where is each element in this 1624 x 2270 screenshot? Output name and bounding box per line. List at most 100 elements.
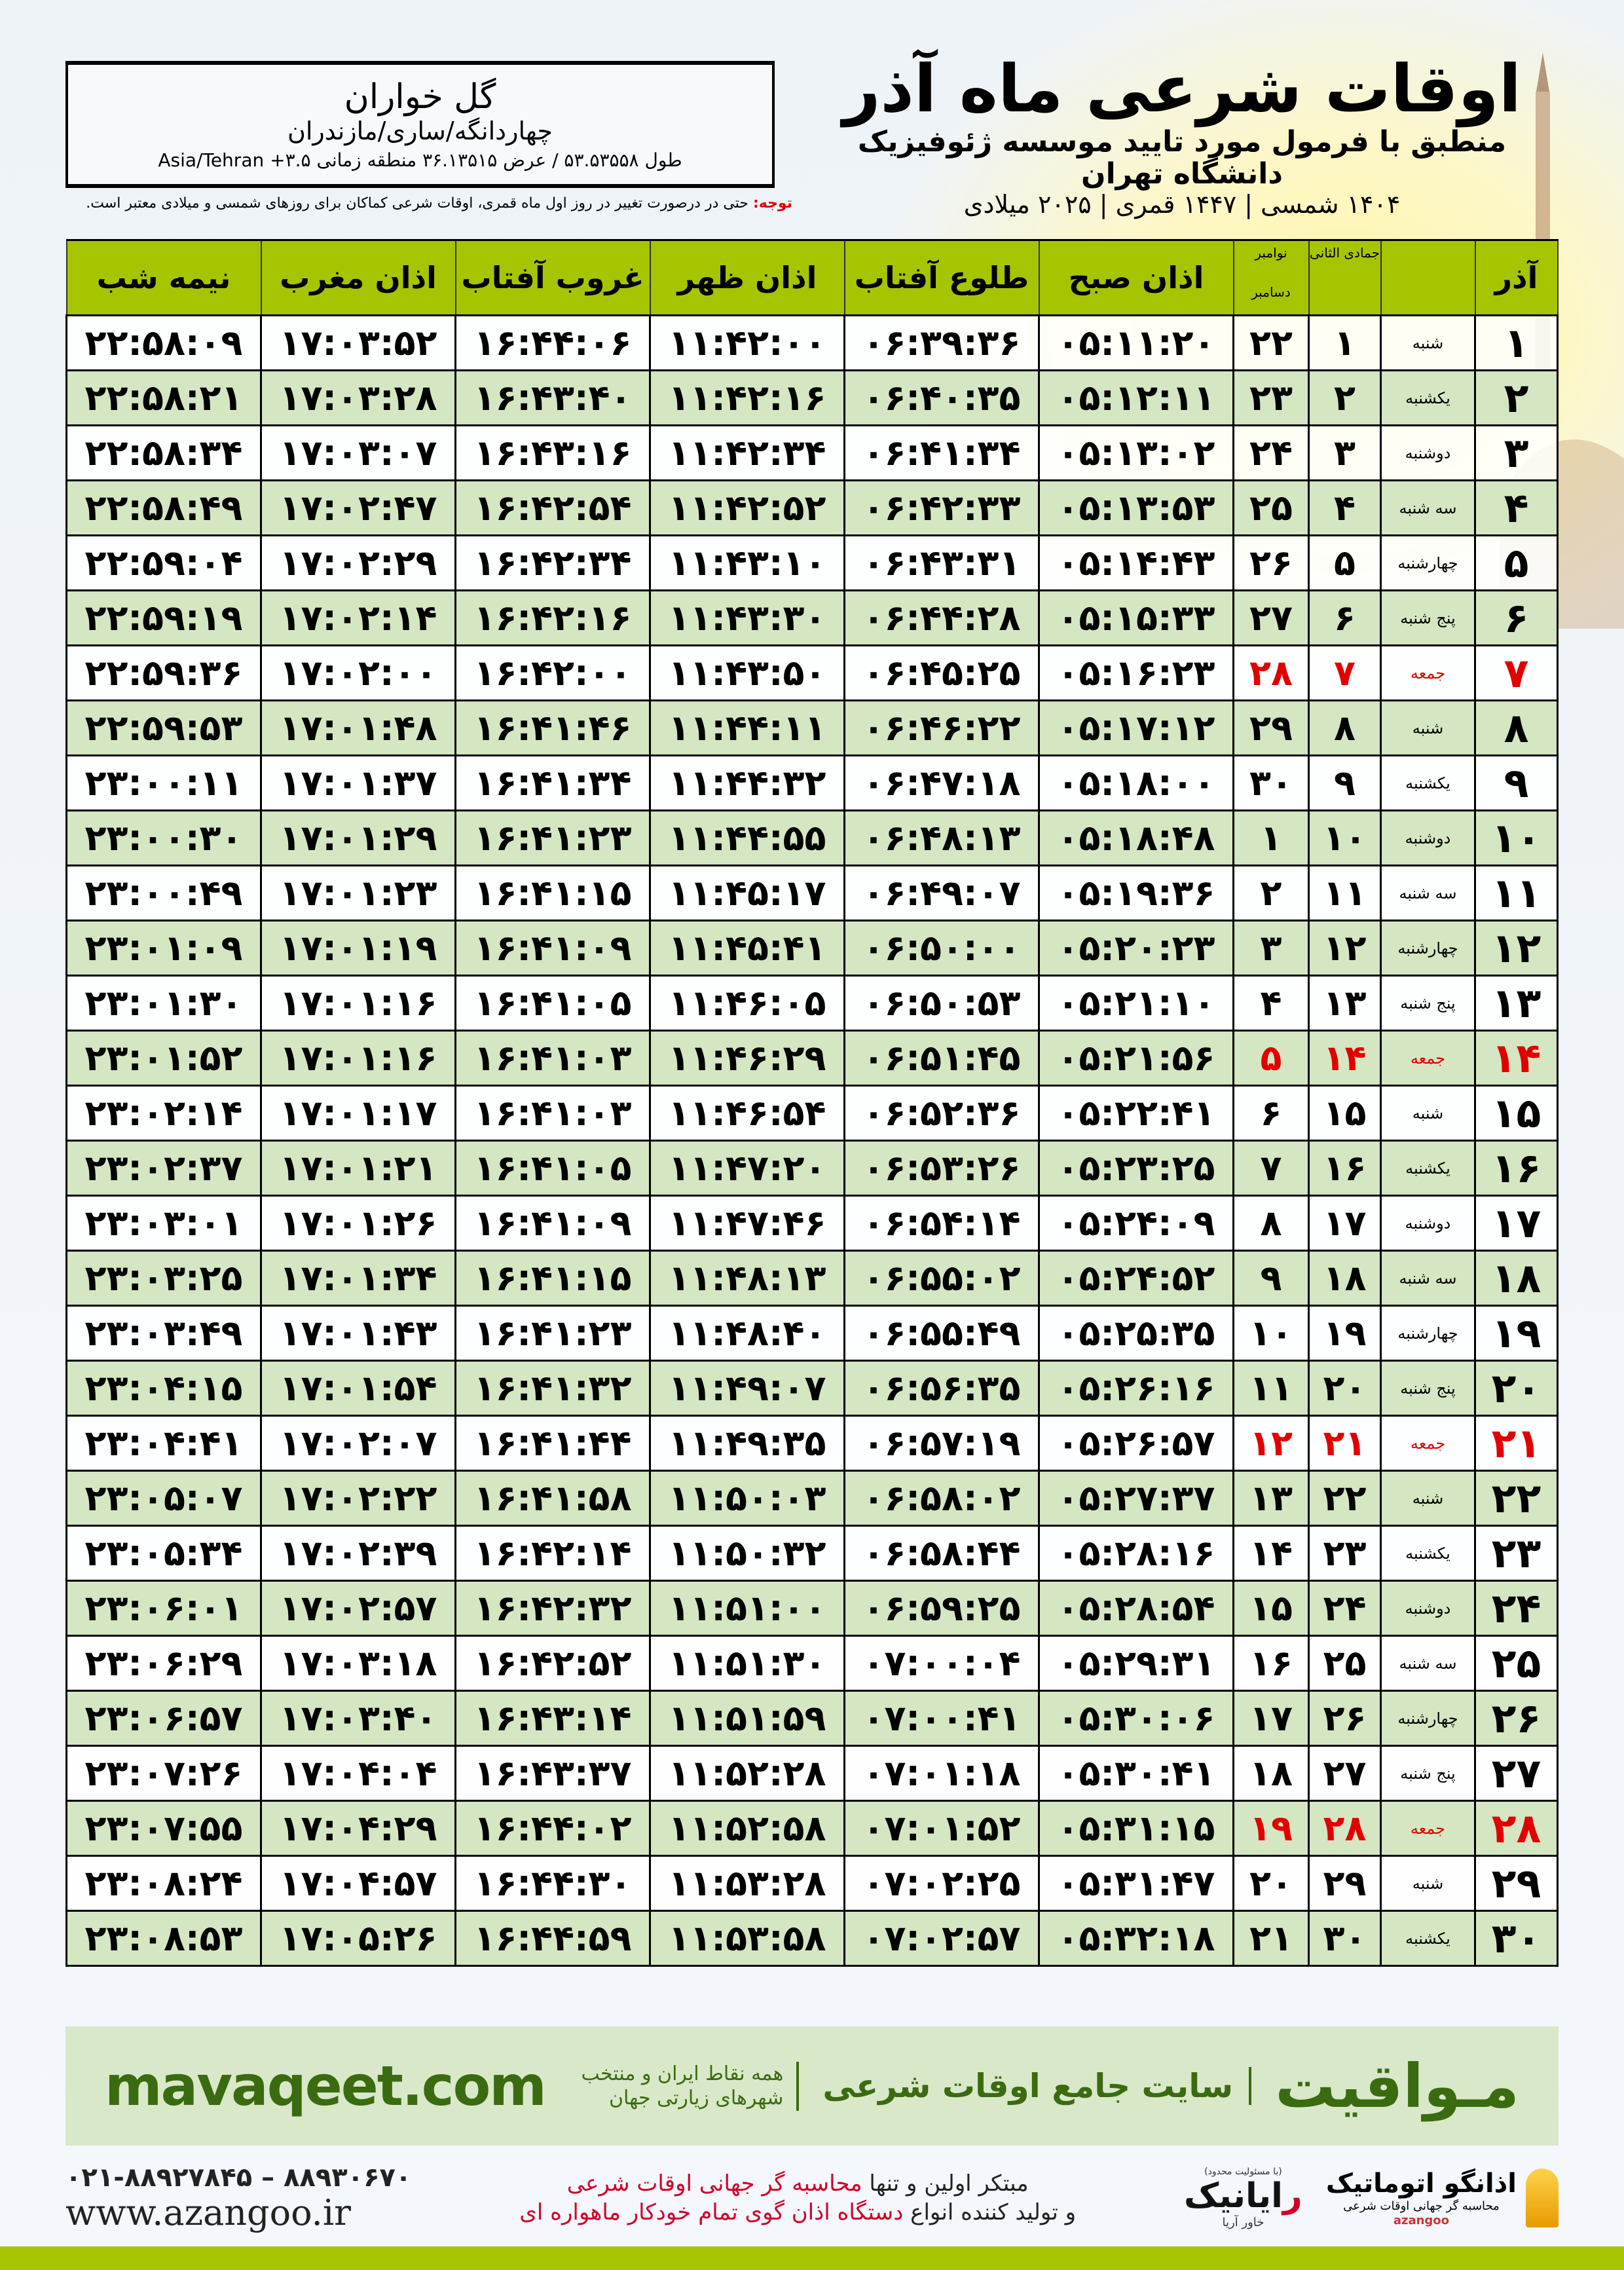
maghrib-time: ۱۷:۰۱:۵۴ <box>260 1360 456 1417</box>
hijri-day: ۳۰ <box>1308 1910 1382 1967</box>
day-number: ۲۲ <box>1474 1470 1559 1527</box>
dhuhr-time: ۱۱:۴۲:۵۲ <box>649 479 845 536</box>
banner-url[interactable]: mavaqeet.com <box>105 2054 547 2118</box>
maghrib-time: ۱۷:۰۲:۴۷ <box>260 479 456 536</box>
weekday: پنج شنبه <box>1380 1745 1476 1802</box>
banner-site-desc: سایت جامع اوقات شرعی <box>822 2067 1252 2105</box>
maghrib-time: ۱۷:۰۱:۳۷ <box>260 754 456 811</box>
sunrise-time: ۰۶:۴۳:۳۱ <box>843 534 1040 591</box>
gregorian-day: ۱۳ <box>1232 1470 1310 1527</box>
midnight-time: ۲۳:۰۰:۳۰ <box>65 809 262 866</box>
sunrise-time: ۰۶:۴۰:۳۵ <box>843 369 1040 426</box>
weekday: سه شنبه <box>1380 865 1476 921</box>
midnight-time: ۲۲:۵۹:۵۳ <box>65 699 262 756</box>
dhuhr-time: ۱۱:۵۰:۳۲ <box>649 1525 845 1582</box>
rayanik-name: رایانیک <box>1184 2176 1302 2216</box>
fajr-time: ۰۵:۲۰:۲۳ <box>1038 920 1234 977</box>
sunset-time: ۱۶:۴۴:۰۲ <box>454 1800 651 1857</box>
weekday: شنبه <box>1380 1085 1476 1142</box>
sunrise-time: ۰۶:۵۶:۳۵ <box>843 1360 1040 1417</box>
header-hijri: جمادی الثانی <box>1308 239 1382 316</box>
sunset-time: ۱۶:۴۱:۵۸ <box>454 1470 651 1527</box>
weekday: چهارشنبه <box>1380 1305 1476 1362</box>
fajr-time: ۰۵:۳۲:۱۸ <box>1038 1910 1234 1967</box>
sunset-time: ۱۶:۴۱:۰۳ <box>454 1085 651 1142</box>
day-number: ۱۲ <box>1474 920 1559 977</box>
fajr-time: ۰۵:۱۹:۳۶ <box>1038 865 1234 921</box>
day-number: ۲۵ <box>1474 1635 1559 1692</box>
sunset-time: ۱۶:۴۱:۰۹ <box>454 920 651 977</box>
dhuhr-time: ۱۱:۴۸:۴۰ <box>649 1305 845 1362</box>
sunrise-time: ۰۷:۰۰:۴۱ <box>843 1690 1040 1747</box>
hijri-day: ۱۶ <box>1308 1140 1382 1197</box>
fajr-time: ۰۵:۲۹:۳۱ <box>1038 1635 1234 1692</box>
weekday: سه شنبه <box>1380 1250 1476 1307</box>
maghrib-time: ۱۷:۰۴:۰۴ <box>260 1745 456 1802</box>
gregorian-day: ۲۸ <box>1232 644 1310 701</box>
gregorian-day: ۲۶ <box>1232 534 1310 591</box>
midnight-time: ۲۳:۰۶:۰۱ <box>65 1580 262 1637</box>
gregorian-day: ۱۰ <box>1232 1305 1310 1362</box>
table-row: ۱۸ سه شنبه ۱۸ ۹ ۰۵:۲۴:۵۲ ۰۶:۵۵:۰۲ ۱۱:۴۸:۱۳ ۱۶:۴… <box>65 1250 1559 1307</box>
fajr-time: ۰۵:۲۸:۱۶ <box>1038 1525 1234 1582</box>
dhuhr-time: ۱۱:۴۲:۳۴ <box>649 424 845 481</box>
sunrise-time: ۰۶:۴۴:۲۸ <box>843 589 1040 646</box>
sunset-time: ۱۶:۴۱:۴۴ <box>454 1415 651 1472</box>
sunrise-time: ۰۶:۵۷:۱۹ <box>843 1415 1040 1472</box>
dhuhr-time: ۱۱:۴۵:۴۱ <box>649 920 845 977</box>
header-gregorian: نوامبر دسامبر <box>1232 239 1310 316</box>
gregorian-day: ۲۵ <box>1232 479 1310 536</box>
day-number: ۱۰ <box>1474 809 1559 866</box>
sunset-time: ۱۶:۴۳:۴۰ <box>454 369 651 426</box>
sunrise-time: ۰۶:۵۵:۰۲ <box>843 1250 1040 1307</box>
maghrib-time: ۱۷:۰۲:۳۹ <box>260 1525 456 1582</box>
rayanik-r: ر <box>1282 2176 1302 2216</box>
table-row: ۲۷ پنج شنبه ۲۷ ۱۸ ۰۵:۳۰:۴۱ ۰۷:۰۱:۱۸ ۱۱:۵۲:۲۸ ۱۶… <box>65 1745 1559 1802</box>
sunset-time: ۱۶:۴۱:۳۲ <box>454 1360 651 1417</box>
fajr-time: ۰۵:۱۵:۳۳ <box>1038 589 1234 646</box>
midnight-time: ۲۳:۰۳:۲۵ <box>65 1250 262 1307</box>
fajr-time: ۰۵:۲۸:۵۴ <box>1038 1580 1234 1637</box>
sunset-time: ۱۶:۴۱:۴۶ <box>454 699 651 756</box>
banner-scope: همه نقاط ایران و منتخب شهرهای زیارتی جها… <box>569 2061 800 2111</box>
website-link[interactable]: www.azangoo.ir <box>65 2191 351 2233</box>
page-title: اوقات شرعی ماه آذر <box>842 50 1522 127</box>
hijri-day: ۵ <box>1308 534 1382 591</box>
dhuhr-time: ۱۱:۴۳:۳۰ <box>649 589 845 646</box>
maghrib-time: ۱۷:۰۱:۲۱ <box>260 1140 456 1197</box>
azangoo-text: اذانگو اتوماتیک محاسبه گر جهانی اوقات شر… <box>1326 2168 1517 2227</box>
fajr-time: ۰۵:۲۵:۳۵ <box>1038 1305 1234 1362</box>
table-row: ۳ دوشنبه ۳ ۲۴ ۰۵:۱۳:۰۲ ۰۶:۴۱:۳۴ ۱۱:۴۲:۳۴ ۱۶:۴۳:… <box>65 424 1559 481</box>
weekday: جمعه <box>1380 1030 1476 1087</box>
midnight-time: ۲۳:۰۴:۱۵ <box>65 1360 262 1417</box>
sunrise-time: ۰۶:۵۰:۰۰ <box>843 920 1040 977</box>
brand-logo-text: مـواقیت <box>1275 2051 1519 2121</box>
weekday: چهارشنبه <box>1380 1690 1476 1747</box>
table-row: ۷ جمعه ۷ ۲۸ ۰۵:۱۶:۲۳ ۰۶:۴۵:۲۵ ۱۱:۴۳:۵۰ ۱۶:۴۲:۰۰… <box>65 644 1559 701</box>
table-row: ۲۵ سه شنبه ۲۵ ۱۶ ۰۵:۲۹:۳۱ ۰۷:۰۰:۰۴ ۱۱:۵۱:۳۰ ۱۶:… <box>65 1635 1559 1692</box>
tagline-2-b: دستگاه اذان گوی تمام خودکار ماهواره ای <box>519 2199 904 2225</box>
table-row: ۲۹ شنبه ۲۹ ۲۰ ۰۵:۳۱:۴۷ ۰۷:۰۲:۲۵ ۱۱:۵۳:۲۸ ۱۶:۴۴:… <box>65 1855 1559 1912</box>
table-row: ۱۱ سه شنبه ۱۱ ۲ ۰۵:۱۹:۳۶ ۰۶:۴۹:۰۷ ۱۱:۴۵:۱۷ ۱۶:۴… <box>65 865 1559 921</box>
hijri-day: ۱ <box>1308 314 1382 371</box>
sunset-time: ۱۶:۴۱:۱۵ <box>454 1250 651 1307</box>
day-number: ۲۸ <box>1474 1800 1559 1857</box>
gregorian-day: ۵ <box>1232 1030 1310 1087</box>
bottom-bar <box>0 2246 1624 2270</box>
fajr-time: ۰۵:۱۳:۵۳ <box>1038 479 1234 536</box>
location-box: گل خواران چهاردانگه/ساری/مازندران طول ۵۳… <box>65 61 775 188</box>
dhuhr-time: ۱۱:۴۳:۵۰ <box>649 644 845 701</box>
fajr-time: ۰۵:۱۴:۴۳ <box>1038 534 1234 591</box>
table-row: ۲۲ شنبه ۲۲ ۱۳ ۰۵:۲۷:۳۷ ۰۶:۵۸:۰۲ ۱۱:۵۰:۰۳ ۱۶:۴۱:… <box>65 1470 1559 1527</box>
midnight-time: ۲۳:۰۱:۳۰ <box>65 975 262 1032</box>
hijri-day: ۱۲ <box>1308 920 1382 977</box>
fajr-time: ۰۵:۳۱:۴۷ <box>1038 1855 1234 1912</box>
hijri-day: ۱۰ <box>1308 809 1382 866</box>
hijri-day: ۶ <box>1308 589 1382 646</box>
hijri-day: ۱۵ <box>1308 1085 1382 1142</box>
sunset-time: ۱۶:۴۱:۰۵ <box>454 975 651 1032</box>
sunrise-time: ۰۷:۰۱:۱۸ <box>843 1745 1040 1802</box>
maghrib-time: ۱۷:۰۲:۵۷ <box>260 1580 456 1637</box>
weekday: پنج شنبه <box>1380 1360 1476 1417</box>
dhuhr-time: ۱۱:۴۴:۱۱ <box>649 699 845 756</box>
